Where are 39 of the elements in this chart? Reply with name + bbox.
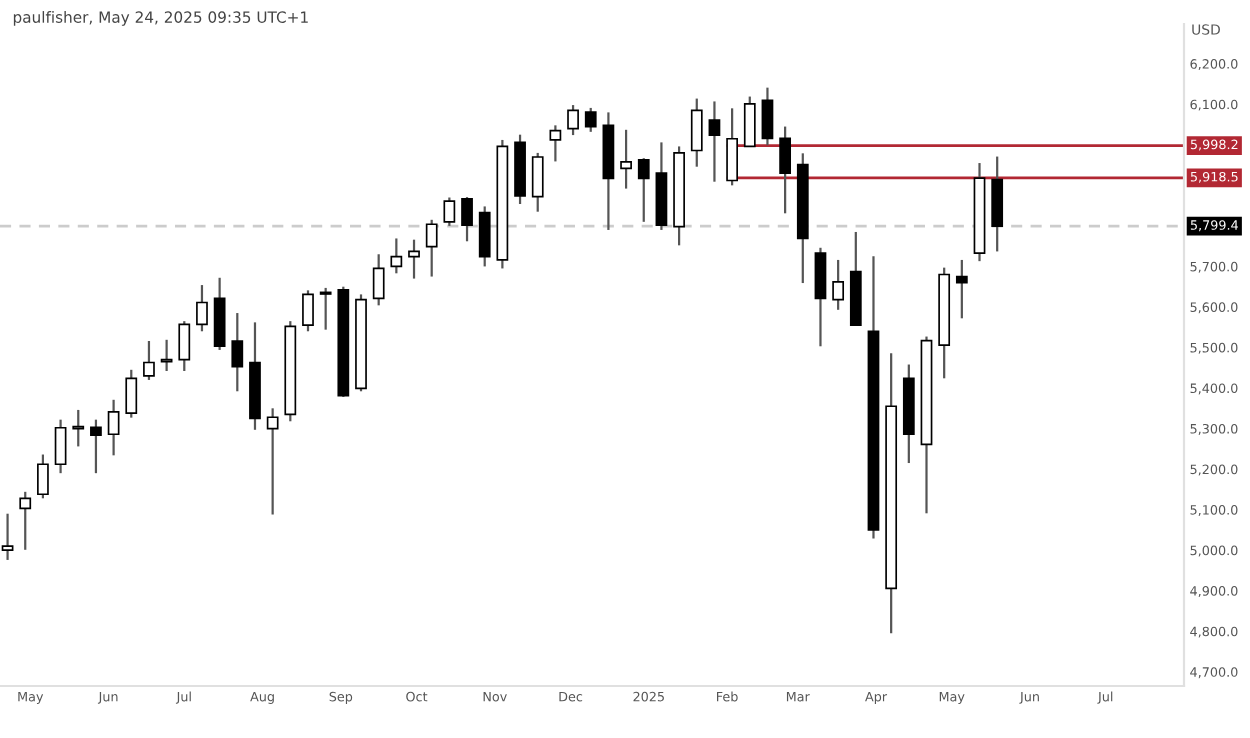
candlestick: [461, 195, 473, 243]
candlestick: [443, 196, 456, 227]
candlestick: [726, 107, 738, 187]
candlestick: [761, 86, 774, 147]
candlestick: [37, 453, 49, 500]
candlestick: [567, 103, 579, 137]
candlestick: [690, 97, 703, 168]
candlestick: [779, 125, 792, 215]
candlestick: [708, 100, 721, 183]
candlestick: [832, 258, 845, 311]
candlestick: [160, 338, 173, 373]
candlestick: [143, 339, 155, 382]
candlestick: [549, 124, 562, 163]
candlestick: [620, 128, 632, 190]
candlestick: [231, 311, 244, 393]
candlestick: [372, 253, 385, 307]
candlestick: [408, 238, 420, 280]
candlestick: [196, 283, 208, 333]
candlestick: [743, 95, 756, 148]
candlestick: [54, 418, 67, 475]
candlestick: [266, 407, 279, 516]
candlestick: [90, 418, 102, 475]
candlestick: [213, 276, 226, 352]
candlestick: [390, 237, 403, 275]
candlestick: [478, 205, 491, 268]
candlestick: [531, 151, 544, 213]
candlestick: [302, 289, 314, 333]
candlestick: [637, 157, 650, 223]
candlestick: [1, 512, 14, 562]
candlestick: [19, 490, 32, 551]
candlestick: [955, 258, 968, 320]
candlestick: [991, 155, 1004, 253]
candlestick: [107, 398, 120, 457]
candlestick: [178, 320, 191, 373]
candlestick: [584, 106, 597, 133]
candlestick: [319, 286, 332, 331]
candlestick: [125, 368, 138, 419]
candlestick: [425, 218, 438, 278]
candlestick: [814, 246, 827, 348]
